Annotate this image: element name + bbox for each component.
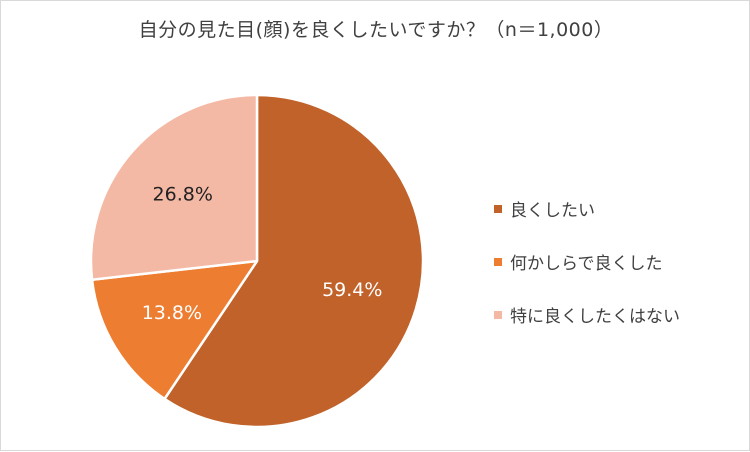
legend-item-tokuni: 特に良くしたくはない <box>494 301 680 328</box>
pie-slice-yoku-shitai <box>163 93 425 429</box>
legend-label-tokuni: 特に良くしたくはない <box>510 307 680 327</box>
chart-title: 自分の見た目(顔)を良くしたいですか？（n＝1,000） <box>138 19 614 41</box>
pie-label-nanikashira: 13.8% <box>142 302 202 324</box>
pie-slice-tokuni <box>89 93 259 281</box>
pie-label-tokuni: 26.8% <box>153 184 213 206</box>
legend-item-yoku-shitai: 良くしたい <box>494 195 680 222</box>
legend: 良くしたい 何かしらで良くした 特に良くしたくはない <box>494 195 680 354</box>
legend-label-yoku-shitai: 良くしたい <box>510 201 595 221</box>
legend-swatch-tokuni <box>494 310 502 319</box>
legend-item-nanikashira: 何かしらで良くした <box>494 248 680 275</box>
pie-label-yoku-shitai: 59.4% <box>322 279 382 301</box>
pie-slice-nanikashira <box>90 259 259 401</box>
legend-swatch-nanikashira <box>494 257 502 266</box>
legend-swatch-yoku-shitai <box>494 204 502 213</box>
legend-label-nanikashira: 何かしらで良くした <box>510 254 663 274</box>
